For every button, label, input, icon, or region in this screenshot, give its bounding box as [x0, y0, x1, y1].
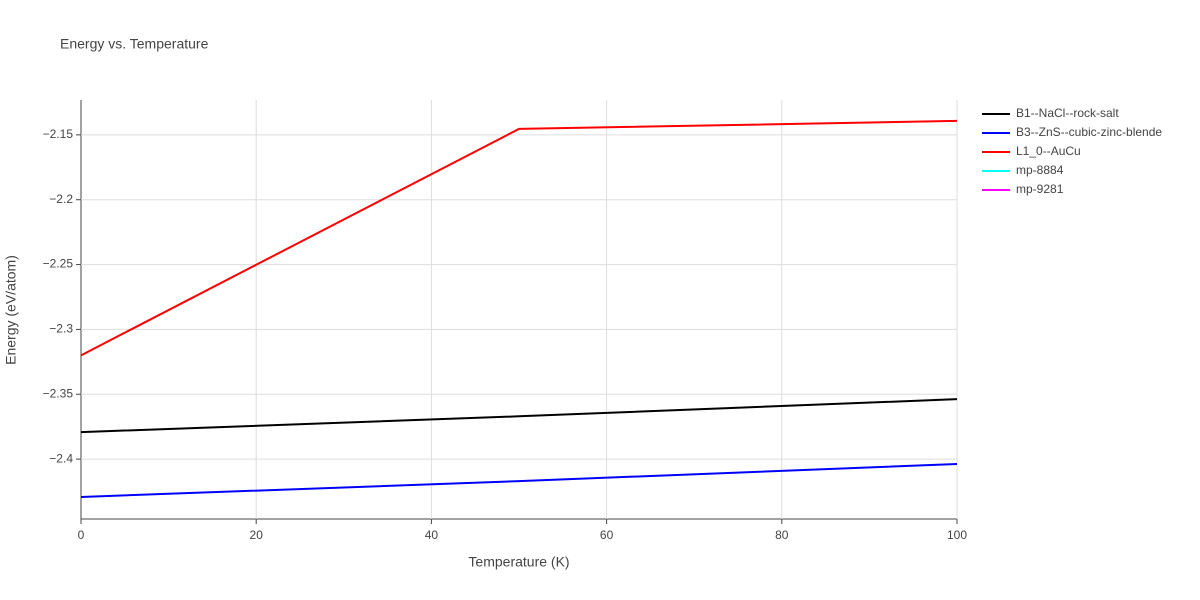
x-axis-label: Temperature (K): [468, 554, 569, 570]
y-axis-label: Energy (eV/atom): [3, 255, 19, 365]
line: [80, 119, 958, 357]
legend-label: L1_0--AuCu: [1016, 144, 1081, 158]
x-tick-label: 40: [425, 528, 439, 542]
legend-label: B1--NaCl--rock-salt: [1016, 106, 1119, 120]
y-tick-label: −2.35: [43, 386, 74, 400]
y-tick-label: −2.2: [49, 192, 73, 206]
x-tick-label: 80: [775, 528, 789, 542]
legend-label: mp-8884: [1016, 163, 1064, 177]
chart-title: Energy vs. Temperature: [60, 36, 209, 52]
x-tick-label: 0: [78, 528, 85, 542]
y-tick-label: −2.25: [43, 257, 74, 271]
line: [80, 398, 958, 434]
line: [80, 463, 958, 498]
legend-label: mp-9281: [1016, 182, 1064, 196]
y-tick-label: −2.15: [43, 127, 74, 141]
x-tick-label: 20: [250, 528, 264, 542]
y-tick-label: −2.4: [49, 451, 73, 465]
y-tick-label: −2.3: [49, 322, 73, 336]
legend-label: B3--ZnS--cubic-zinc-blende: [1016, 125, 1162, 139]
x-tick-label: 60: [600, 528, 614, 542]
x-tick-label: 100: [947, 528, 967, 542]
